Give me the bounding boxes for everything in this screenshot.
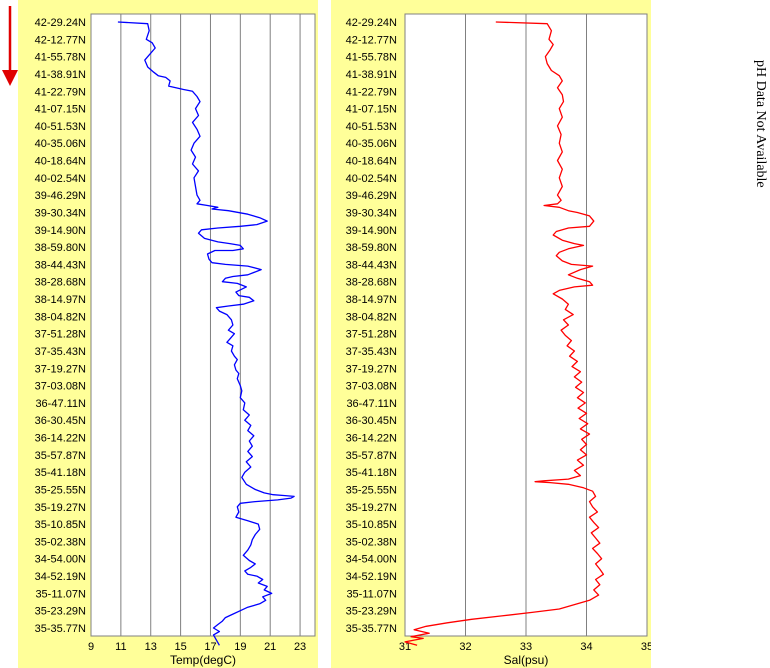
y-tick-label: 40-35.06N [35,138,86,150]
y-tick-label: 36-47.11N [346,398,397,410]
y-tick-label: 39-46.29N [346,190,397,202]
y-tick-label: 35-10.85N [346,519,397,531]
y-tick-label: 42-12.77N [346,34,397,46]
salinity-panel: 31 32 33 34 35 42-29.24N 42-12.77N 41-55.78N 41-… [331,0,651,668]
y-tick-label: 37-03.08N [346,381,397,393]
y-tick-label: 35-23.29N [35,606,86,618]
y-tick-label: 36-30.45N [346,415,397,427]
temperature-chart: 9 11 13 15 17 19 21 23 42-29.24N 42-12.77N 41-55.7… [35,13,316,667]
y-tick-label: 38-59.80N [346,242,397,254]
y-tick-label: 35-57.87N [346,450,397,462]
y-tick-label: 34-54.00N [35,554,86,566]
y-tick-label: 36-14.22N [346,433,397,445]
x-tick-label: 11 [115,641,126,653]
y-tick-label: 37-51.28N [346,329,397,341]
y-tick-label: 36-47.11N [35,398,86,410]
y-tick-label: 40-18.64N [346,156,397,168]
y-tick-label: 35-35.77N [346,623,397,635]
y-tick-label: 35-19.27N [35,502,86,514]
y-tick-label: 35-41.18N [346,467,397,479]
x-tick-label: 15 [174,641,186,653]
y-tick-label: 41-55.78N [346,52,397,64]
y-tick-label: 38-04.82N [346,311,397,323]
x-tick-label: 32 [459,641,471,653]
y-tick-label: 35-10.85N [35,519,86,531]
y-tick-label: 37-51.28N [35,329,86,341]
y-tick-label: 34-52.19N [346,571,397,583]
y-tick-label: 35-23.29N [346,606,397,618]
temperature-panel: 9 11 13 15 17 19 21 23 42-29.24N 42-12.77N 41-55.7… [18,0,318,668]
y-tick-label: 41-38.91N [346,69,397,81]
y-tick-label: 34-54.00N [346,554,397,566]
series-line [404,21,605,646]
y-tick-label: 37-19.27N [35,363,86,375]
y-tick-label: 40-35.06N [346,138,397,150]
y-tick-label: 41-22.79N [35,86,86,98]
direction-arrow-icon [2,6,18,86]
y-tick-label: 35-11.07N [346,588,397,600]
y-tick-label: 38-04.82N [35,311,86,323]
y-tick-label: 35-57.87N [35,450,86,462]
x-axis-title: Sal(psu) [504,653,549,667]
ph-unavailable-note: pH Data Not Available [753,60,768,188]
x-tick-label: 35 [641,641,651,653]
y-tick-label: 38-59.80N [35,242,86,254]
y-tick-label: 37-35.43N [346,346,397,358]
y-tick-label: 41-07.15N [35,104,86,116]
y-tick-label: 38-14.97N [346,294,397,306]
x-tick-label: 9 [88,641,94,653]
x-axis-title: Temp(degC) [170,653,236,667]
x-tick-label: 31 [399,641,411,653]
y-tick-label: 38-44.43N [346,259,397,271]
x-tick-label: 23 [294,641,306,653]
y-tick-label: 40-51.53N [346,121,397,133]
y-tick-label: 41-22.79N [346,86,397,98]
y-tick-label: 36-30.45N [35,415,86,427]
x-tick-label: 19 [234,641,246,653]
y-tick-label: 37-35.43N [35,346,86,358]
y-tick-label: 34-52.19N [35,571,86,583]
y-tick-label: 35-25.55N [35,484,86,496]
y-tick-label: 35-19.27N [346,502,397,514]
salinity-chart: 31 32 33 34 35 42-29.24N 42-12.77N 41-55.78N 41-… [346,13,651,667]
y-tick-label: 36-14.22N [35,433,86,445]
y-tick-label: 38-28.68N [35,277,86,289]
y-tick-label: 40-51.53N [35,121,86,133]
y-tick-label: 35-35.77N [35,623,86,635]
y-tick-label: 42-12.77N [35,34,86,46]
y-tick-label: 41-38.91N [35,69,86,81]
y-tick-label: 41-07.15N [346,104,397,116]
y-tick-label: 40-02.54N [35,173,86,185]
y-tick-label: 35-25.55N [346,484,397,496]
y-tick-label: 35-41.18N [35,467,86,479]
y-tick-label: 37-19.27N [346,363,397,375]
y-tick-label: 38-44.43N [35,259,86,271]
y-tick-label: 35-11.07N [35,588,86,600]
y-tick-label: 38-14.97N [35,294,86,306]
y-tick-label: 42-29.24N [346,17,397,29]
y-tick-label: 39-46.29N [35,190,86,202]
x-tick-label: 17 [204,641,216,653]
y-tick-label: 40-02.54N [346,173,397,185]
y-tick-label: 42-29.24N [35,17,86,29]
y-tick-label: 39-30.34N [35,207,86,219]
y-tick-label: 41-55.78N [35,52,86,64]
y-tick-label: 39-14.90N [35,225,86,237]
y-tick-label: 37-03.08N [35,381,86,393]
plot-area [90,13,316,637]
y-tick-label: 39-14.90N [346,225,397,237]
series-line [117,21,295,646]
x-tick-label: 33 [520,641,532,653]
x-tick-label: 21 [264,641,276,653]
y-tick-label: 39-30.34N [346,207,397,219]
y-tick-label: 35-02.38N [346,536,397,548]
x-tick-label: 34 [580,641,592,653]
y-tick-label: 35-02.38N [35,536,86,548]
y-tick-label: 38-28.68N [346,277,397,289]
x-tick-label: 13 [145,641,157,653]
y-tick-label: 40-18.64N [35,156,86,168]
